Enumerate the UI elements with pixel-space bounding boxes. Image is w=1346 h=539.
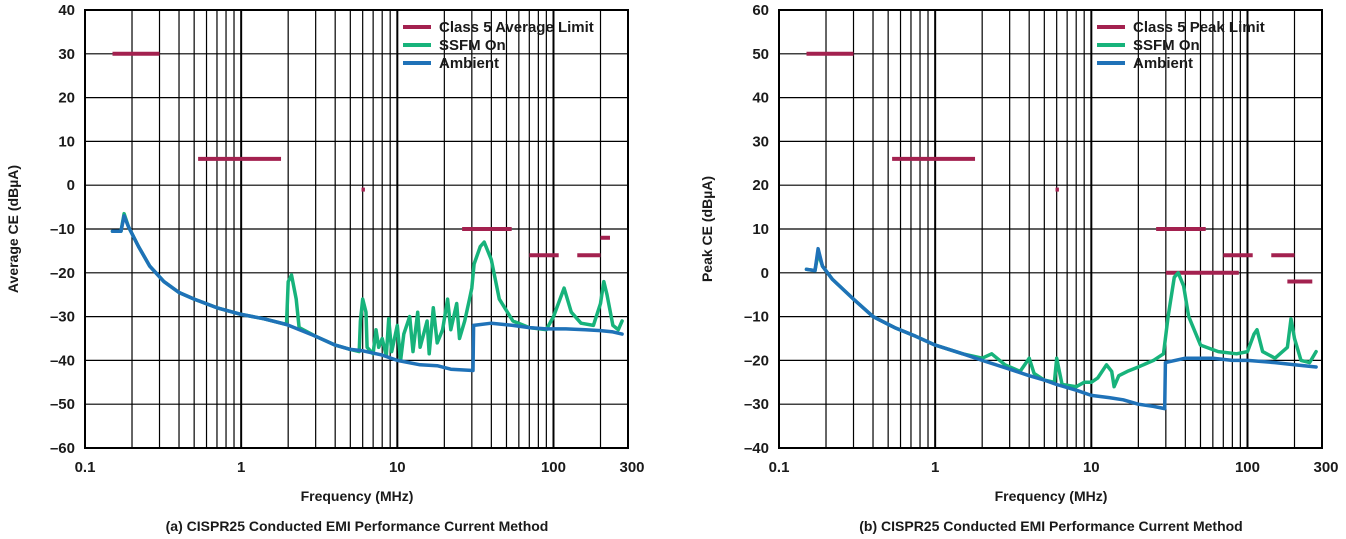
x-tick-label: 100	[541, 459, 566, 476]
chart-a-average: –60 –50 –40 –30 –20 –10 0 10 20 30 40 0.1 1 10 100 300…	[5, 2, 645, 534]
chart-b-x-axis-label: Frequency (MHz)	[995, 488, 1108, 504]
chart-a-y-axis-label: Average CE (dBµA)	[5, 165, 21, 293]
y-tick-label: –20	[50, 265, 75, 282]
chart-b-y-tick-labels: –40 –30 –20 –10 0 10 20 30 40 50 60	[744, 2, 769, 457]
y-tick-label: 30	[58, 46, 75, 63]
x-tick-label: 10	[1083, 459, 1100, 476]
y-tick-label: 40	[58, 2, 75, 19]
y-tick-label: –30	[744, 396, 769, 413]
y-tick-label: –10	[744, 309, 769, 326]
x-tick-label: 1	[237, 459, 245, 476]
y-tick-label: –40	[744, 440, 769, 457]
chart-b-y-axis-label: Peak CE (dBµA)	[699, 176, 715, 282]
x-tick-label: 1	[931, 459, 939, 476]
x-tick-label: 10	[389, 459, 406, 476]
x-tick-label: 300	[619, 459, 644, 476]
y-tick-label: 30	[752, 133, 769, 150]
y-tick-label: 0	[67, 177, 75, 194]
chart-a-x-tick-labels: 0.1 1 10 100 300	[75, 459, 645, 476]
legend-label: Class 5 Peak Limit	[1133, 19, 1265, 36]
y-tick-label: 40	[752, 90, 769, 107]
y-tick-label: 10	[58, 133, 75, 150]
chart-b-x-tick-labels: 0.1 1 10 100 300	[769, 459, 1339, 476]
legend-label: SSFM On	[439, 37, 506, 54]
y-tick-label: –30	[50, 309, 75, 326]
legend-label: Class 5 Average Limit	[439, 19, 594, 36]
plot-frame	[778, 9, 1323, 449]
legend-label: Ambient	[439, 55, 499, 72]
chart-a-x-axis-label: Frequency (MHz)	[301, 488, 414, 504]
x-tick-label: 0.1	[75, 459, 96, 476]
y-tick-label: 20	[58, 90, 75, 107]
y-tick-label: –10	[50, 221, 75, 238]
chart-b-title: (b) CISPR25 Conducted EMI Performance Cu…	[859, 518, 1242, 534]
ssfm-on-line	[110, 211, 624, 363]
chart-a-series	[110, 51, 624, 373]
y-tick-label: –40	[50, 352, 75, 369]
chart-a-title: (a) CISPR25 Conducted EMI Performance Cu…	[166, 518, 549, 534]
x-tick-label: 300	[1313, 459, 1338, 476]
legend-label: SSFM On	[1133, 37, 1200, 54]
chart-a-y-tick-labels: –60 –50 –40 –30 –20 –10 0 10 20 30 40	[50, 2, 75, 457]
plot-frame	[84, 9, 629, 449]
y-tick-label: 20	[752, 177, 769, 194]
y-tick-label: 50	[752, 46, 769, 63]
legend-label: Ambient	[1133, 55, 1193, 72]
chart-b-peak: –40 –30 –20 –10 0 10 20 30 40 50 60 0.1 1 10 100 300 F…	[699, 2, 1339, 534]
y-tick-label: –60	[50, 440, 75, 457]
y-tick-label: 10	[752, 221, 769, 238]
ambient-line	[804, 246, 1318, 411]
chart-b-series	[804, 51, 1318, 411]
y-tick-label: –50	[50, 396, 75, 413]
y-tick-label: –20	[744, 352, 769, 369]
y-tick-label: 0	[761, 265, 769, 282]
y-tick-label: 60	[752, 2, 769, 19]
chart-a-grid	[84, 9, 629, 449]
ambient-line	[110, 214, 624, 373]
x-tick-label: 100	[1235, 459, 1260, 476]
x-tick-label: 0.1	[769, 459, 790, 476]
